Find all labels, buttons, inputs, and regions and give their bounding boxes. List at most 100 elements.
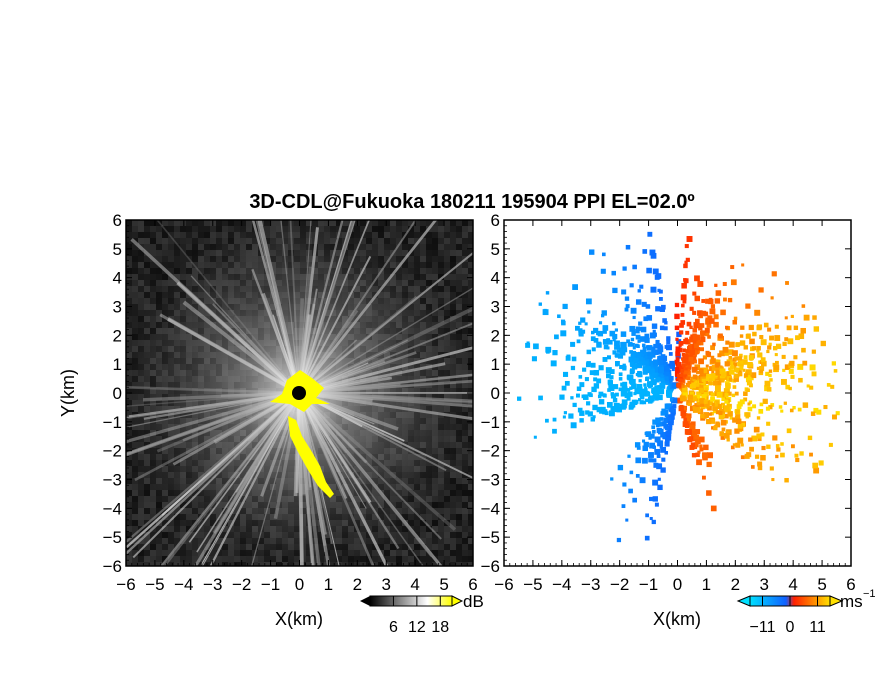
- intensity-cell: [162, 544, 168, 550]
- intensity-cell: [126, 496, 132, 502]
- velocity-cell: [701, 394, 707, 400]
- velocity-cell: [735, 414, 741, 420]
- intensity-cell: [126, 316, 132, 322]
- intensity-cell: [354, 556, 360, 562]
- intensity-cell: [438, 520, 444, 526]
- intensity-cell: [408, 244, 414, 250]
- velocity-cell: [637, 289, 641, 293]
- velocity-cell: [647, 365, 654, 371]
- intensity-cell: [468, 538, 473, 544]
- intensity-cell: [444, 262, 450, 268]
- intensity-cell: [402, 220, 408, 226]
- intensity-cell: [432, 502, 438, 508]
- intensity-cell: [216, 550, 222, 556]
- intensity-cell: [192, 544, 198, 550]
- velocity-cell: [775, 343, 782, 349]
- intensity-cell: [372, 232, 378, 238]
- intensity-cell: [456, 286, 462, 292]
- intensity-cell: [444, 280, 450, 286]
- velocity-cell: [635, 328, 640, 334]
- intensity-cell: [168, 556, 174, 562]
- velocity-cell: [797, 407, 802, 412]
- intensity-cell: [462, 226, 468, 232]
- velocity-cell: [599, 408, 605, 414]
- intensity-cell: [420, 238, 426, 244]
- intensity-cell: [402, 538, 408, 544]
- intensity-cell: [144, 556, 150, 562]
- intensity-cell: [180, 226, 186, 232]
- velocity-cell: [693, 380, 700, 386]
- velocity-cell: [704, 311, 709, 316]
- velocity-cell: [798, 377, 803, 383]
- intensity-cell: [432, 508, 438, 514]
- velocity-cell: [578, 321, 582, 325]
- velocity-cell: [742, 359, 748, 365]
- intensity-cell: [456, 514, 462, 520]
- intensity-cell: [162, 520, 168, 526]
- velocity-cell: [610, 477, 614, 481]
- velocity-cell: [687, 365, 692, 370]
- velocity-cell: [727, 297, 733, 303]
- velocity-cell: [619, 364, 624, 370]
- intensity-cell: [138, 472, 144, 478]
- intensity-cell: [456, 316, 462, 322]
- intensity-cell: [408, 562, 414, 566]
- intensity-cell: [150, 556, 156, 562]
- velocity-cell: [590, 417, 596, 422]
- intensity-cell: [432, 262, 438, 268]
- velocity-cell: [711, 426, 715, 430]
- left-x-tick-label: 5: [439, 575, 448, 594]
- velocity-cell: [680, 294, 687, 301]
- velocity-cell: [784, 337, 789, 342]
- left-y-tick-label: 1: [113, 355, 122, 374]
- intensity-cell: [180, 550, 186, 556]
- intensity-cell: [438, 502, 444, 508]
- intensity-cell: [462, 502, 468, 508]
- velocity-cell: [699, 447, 704, 452]
- velocity-cell: [644, 535, 650, 541]
- intensity-cell: [144, 262, 150, 268]
- velocity-cell: [675, 367, 680, 372]
- velocity-cell: [638, 360, 642, 365]
- velocity-cell: [689, 306, 694, 311]
- intensity-cell: [174, 556, 180, 562]
- intensity-cell: [366, 226, 372, 232]
- intensity-cell: [450, 508, 456, 514]
- intensity-cell: [390, 538, 396, 544]
- intensity-cell: [192, 232, 198, 238]
- velocity-cell: [621, 342, 627, 348]
- velocity-cell: [698, 387, 705, 394]
- velocity-cell: [789, 360, 795, 367]
- intensity-cell: [462, 238, 468, 244]
- intensity-cell: [342, 220, 348, 226]
- velocity-cell: [621, 289, 627, 295]
- intensity-cell: [432, 250, 438, 256]
- velocity-cell: [790, 444, 795, 449]
- radar-site-marker: [292, 386, 306, 400]
- intensity-cell: [468, 478, 473, 484]
- intensity-cell: [144, 478, 150, 484]
- intensity-cell: [414, 562, 420, 566]
- intensity-cell: [396, 562, 402, 566]
- intensity-cell: [156, 226, 162, 232]
- intensity-cell: [360, 556, 366, 562]
- velocity-cell: [636, 362, 643, 369]
- intensity-cell: [246, 562, 252, 566]
- velocity-cell: [732, 319, 738, 325]
- intensity-cell: [144, 544, 150, 550]
- velocity-cell: [721, 397, 725, 402]
- intensity-cell: [396, 244, 402, 250]
- intensity-cell: [456, 256, 462, 262]
- intensity-cell: [132, 472, 138, 478]
- intensity-cell: [132, 484, 138, 490]
- velocity-cell: [726, 371, 731, 377]
- velocity-cell: [562, 415, 566, 419]
- velocity-cell: [759, 369, 764, 374]
- velocity-cell: [724, 351, 729, 356]
- velocity-cell: [711, 377, 715, 382]
- intensity-cell: [456, 232, 462, 238]
- intensity-cell: [420, 532, 426, 538]
- intensity-cell: [156, 562, 162, 566]
- velocity-cell: [631, 331, 636, 336]
- intensity-cell: [456, 244, 462, 250]
